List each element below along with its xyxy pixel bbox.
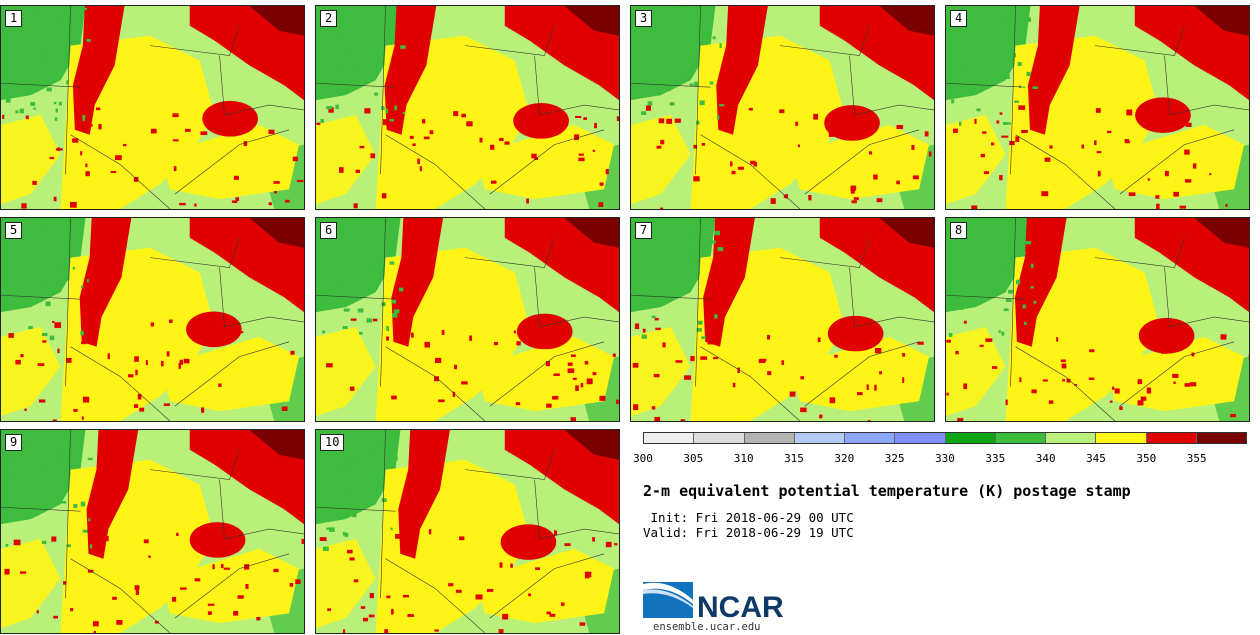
colorbar-segment [644, 433, 695, 443]
member-number-label: 7 [635, 222, 653, 239]
member-number-label: 6 [320, 222, 338, 239]
member-number-label: 2 [320, 10, 338, 27]
ensemble-member-panel: 3 [630, 5, 935, 210]
member-number-label: 9 [5, 434, 23, 451]
colorbar-segment [1196, 433, 1246, 443]
colorbar [643, 432, 1247, 444]
colorbar-tick-label: 315 [784, 452, 804, 465]
member-number-label: 1 [5, 10, 23, 27]
svg-text:NCAR: NCAR [697, 591, 784, 622]
ensemble-member-panel: 4 [945, 5, 1250, 210]
ensemble-member-panel: 9 [0, 429, 305, 634]
colorbar-segment [1146, 433, 1197, 443]
colorbar-tick-label: 345 [1086, 452, 1106, 465]
colorbar-segment [995, 433, 1046, 443]
member-number-label: 4 [950, 10, 968, 27]
colorbar-segment [744, 433, 795, 443]
colorbar-segment [794, 433, 845, 443]
colorbar-segment [845, 433, 896, 443]
member-number-label: 3 [635, 10, 653, 27]
colorbar-tick-label: 340 [1035, 452, 1056, 465]
ncar-logo: NCAR [643, 578, 793, 626]
colorbar-tick-label: 330 [935, 452, 955, 465]
colorbar-segment [945, 433, 996, 443]
colorbar-tick-label: 335 [985, 452, 1006, 465]
colorbar-tick-label: 350 [1136, 452, 1157, 465]
colorbar-segment [895, 433, 946, 443]
ensemble-member-panel: 8 [945, 217, 1250, 422]
ensemble-member-panel: 1 [0, 5, 305, 210]
colorbar-tick-label: 320 [834, 452, 855, 465]
ensemble-member-panel: 5 [0, 217, 305, 422]
member-number-label: 10 [320, 434, 345, 451]
colorbar-segment [1046, 433, 1097, 443]
member-number-label: 5 [5, 222, 23, 239]
chart-title: 2-m equivalent potential temperature (K)… [643, 482, 1131, 500]
colorbar-tick-label: 355 [1186, 452, 1207, 465]
logo-url: ensemble.ucar.edu [653, 621, 761, 633]
colorbar-tick-label: 305 [683, 452, 704, 465]
colorbar-tick-label: 300 [633, 452, 653, 465]
ensemble-member-panel: 7 [630, 217, 935, 422]
member-number-label: 8 [950, 222, 968, 239]
ensemble-member-panel: 2 [315, 5, 620, 210]
valid-time-label: Valid: Fri 2018-06-29 19 UTC [643, 525, 854, 540]
ensemble-member-panel: 10 [315, 429, 620, 634]
colorbar-segment [1096, 433, 1147, 443]
init-time-label: Init: Fri 2018-06-29 00 UTC [643, 510, 854, 525]
colorbar-tick-label: 325 [884, 452, 905, 465]
ensemble-member-panel: 6 [315, 217, 620, 422]
colorbar-segment [694, 433, 745, 443]
colorbar-tick-label: 310 [733, 452, 754, 465]
